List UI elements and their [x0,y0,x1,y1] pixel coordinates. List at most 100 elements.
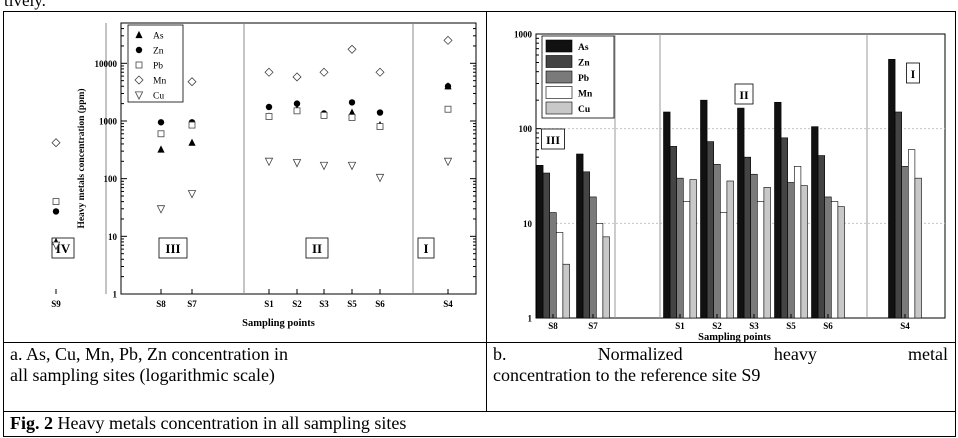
data-point-cu [264,157,274,167]
x-tick-label: S1 [675,321,685,331]
legend-label: As [578,43,589,53]
data-point-zn [157,119,165,126]
data-point-pb [320,111,328,119]
group-label-box [541,128,565,150]
bar-zn [894,111,903,319]
subcaption-b-line2: concentration to the reference site S9 [493,365,761,385]
figure-table [3,11,956,437]
bar-cu [562,263,570,319]
figure-caption-text: Heavy metals concentration in all sampli… [53,413,407,433]
data-point-mn [319,67,329,77]
bar-cu [914,177,922,319]
data-point-mn [187,77,197,87]
group-label: II [312,241,322,256]
legend-swatch [545,55,573,68]
subcaption-b-word: metal [908,344,948,364]
legend-label: Mn [578,90,593,100]
group-label-box [305,237,329,259]
bar-zn [743,156,752,319]
y-tick-label: 10 [108,232,118,242]
x-tick-label: S5 [347,299,357,309]
figure-caption: Fig. 2 Heavy metals concentration in all… [10,413,406,434]
legend-label: Zn [578,59,590,69]
legend-marker [134,75,144,85]
subcaption-b-word: heavy [773,344,817,364]
data-point-cu [443,157,453,167]
legend-marker [134,91,144,100]
bar-cu [689,179,697,319]
data-point-cu [375,173,385,183]
y-tick-label: 1000 [514,30,533,40]
data-point-pb [293,107,301,115]
x-tick-label: S7 [588,321,598,331]
legend-marker [135,61,143,69]
bar-cu [763,187,771,319]
bar-mn [596,223,604,319]
bar-pb [787,182,795,319]
data-point-zn [293,100,301,107]
bar-mn [683,201,691,319]
bar-as [774,101,782,319]
subcaption-a: a. As, Cu, Mn, Pb, Zn concentration in a… [10,344,480,386]
panel-a: 1 10 100 1000 10000 S9 S8 S7 S1 S2 S3 S5 S6 S4 Samplin… [4,12,485,342]
data-point-zn [348,99,356,106]
bar-mn [793,166,802,319]
bar-cu [726,180,734,319]
data-point-cu [156,205,166,214]
bar-cu [602,236,610,319]
bar-pb [750,173,758,319]
data-point-zn [265,103,273,111]
data-point-zn [444,83,452,90]
subcaption-b-word: b. [493,344,507,364]
data-point-cu [292,159,302,168]
group-label-box [906,62,920,84]
bar-cu [837,206,845,319]
x-tick-label: S2 [292,299,302,309]
y-tick-label: 1 [528,314,533,324]
preceding-text-fragment: tively. [0,0,958,18]
bar-mn [756,201,765,319]
subcaption-a-line2: all sampling sites (logarithmic scale) [10,365,275,385]
group-label: II [739,88,749,102]
x-axis-title: Sampling points [242,318,315,329]
legend-swatch [545,70,573,84]
x-tick-label: S4 [443,299,453,309]
bar-zn [780,137,789,319]
bar-zn [706,141,715,319]
bar-zn [817,155,826,319]
group-label: IV [56,241,71,256]
bar-pb [713,164,721,319]
data-point-cu [347,161,357,171]
legend-label: Pb [578,74,589,84]
figure-label: Fig. 2 [10,413,53,433]
bar-as [536,165,544,319]
group-label: III [165,241,180,256]
bar-pb [549,212,557,319]
bar-as [737,107,745,319]
data-point-cu [319,161,329,171]
bar-as [811,126,819,319]
preceding-text: tively. [4,0,46,10]
legend-label: As [153,32,164,42]
data-point-cu [187,190,197,199]
x-tick-label: S8 [548,321,558,331]
bar-pb [589,196,597,319]
group-label: I [911,67,916,81]
data-point-cu [51,241,61,251]
x-tick-label: S8 [156,299,166,309]
y-tick-label: 10000 [95,59,118,69]
x-tick-label: S5 [786,321,796,331]
table-column-divider [486,11,487,411]
subcaption-b: b. Normalized heavy metal concentration … [493,344,948,386]
data-point-as [188,138,196,146]
bar-as [663,111,671,319]
y-tick-label: 100 [519,124,533,134]
data-point-zn [376,109,384,116]
x-tick-label: S7 [187,299,197,309]
data-point-pb [157,130,165,138]
legend-label: Cu [153,92,164,102]
subcaption-b-word: Normalized [597,344,683,364]
x-tick-label: S3 [749,321,759,331]
data-point-pb [52,198,60,206]
bar-mn [556,232,564,319]
